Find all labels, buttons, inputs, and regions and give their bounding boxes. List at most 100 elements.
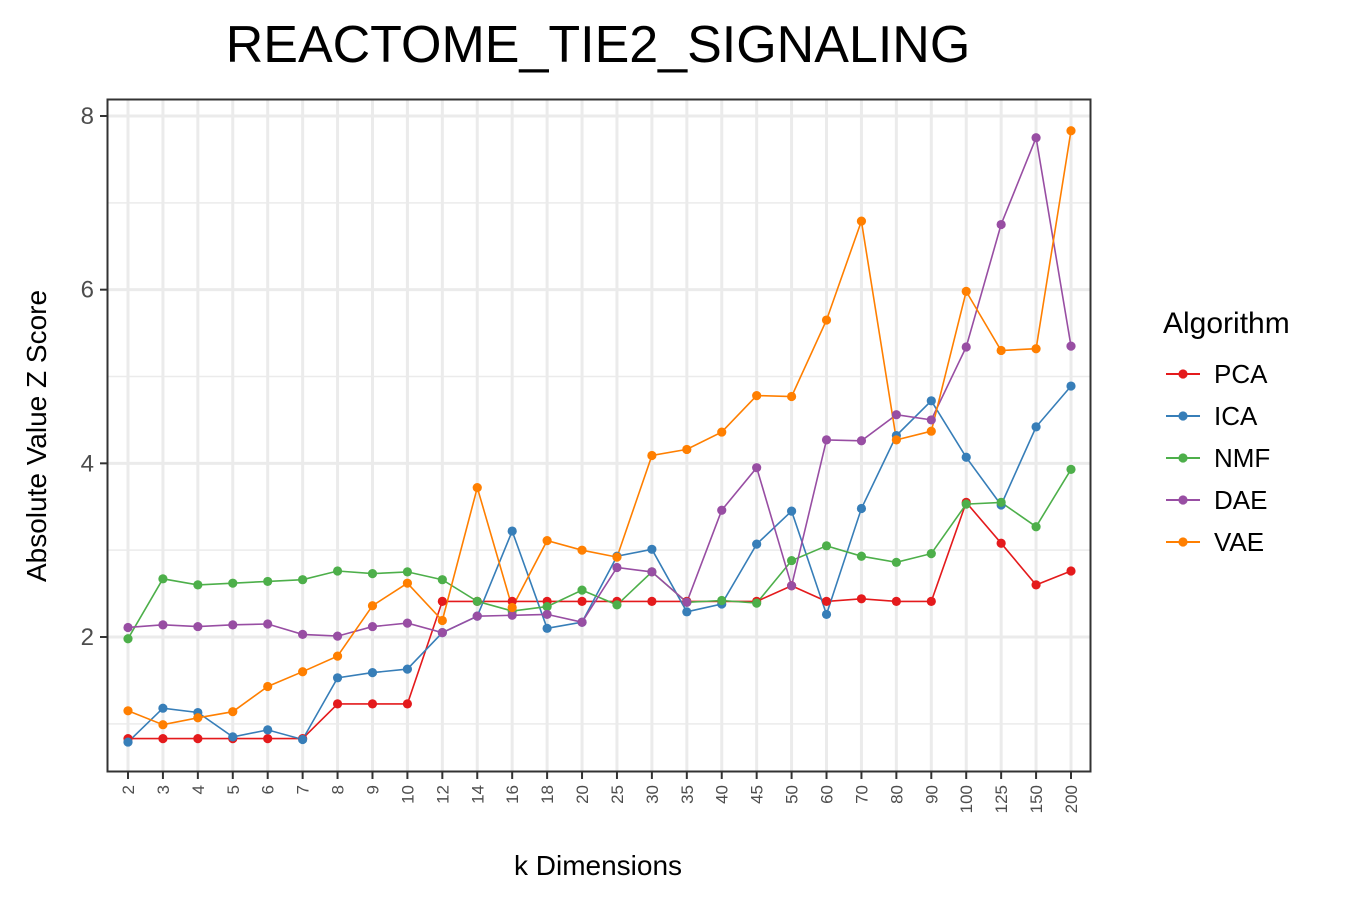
data-point-ica xyxy=(507,526,517,536)
x-tick-label: 6 xyxy=(259,785,278,794)
data-point-vae xyxy=(647,450,657,461)
x-tick-label: 45 xyxy=(748,785,767,804)
x-tick-label: 200 xyxy=(1062,785,1081,813)
data-point-nmf xyxy=(472,596,482,606)
legend-item-nmf: NMF xyxy=(1166,443,1270,473)
legend-title: Algorithm xyxy=(1163,307,1290,340)
legend-item-pca: PCA xyxy=(1166,359,1268,389)
data-point-nmf xyxy=(193,580,203,590)
data-point-nmf xyxy=(1066,464,1076,475)
data-point-dae xyxy=(786,581,797,591)
data-point-ica xyxy=(123,737,133,747)
data-point-nmf xyxy=(1031,522,1041,532)
data-point-nmf xyxy=(158,574,168,584)
data-point-nmf xyxy=(332,566,343,576)
data-point-dae xyxy=(682,597,692,607)
data-point-vae xyxy=(682,444,692,455)
series-line-ica xyxy=(127,385,1072,743)
data-point-ica xyxy=(542,623,552,633)
data-point-vae xyxy=(332,651,343,661)
data-point-vae xyxy=(856,216,867,226)
x-axis-title: k Dimensions xyxy=(514,850,682,881)
data-point-nmf xyxy=(752,598,762,608)
legend-marker xyxy=(1178,411,1188,421)
legend: Algorithm PCA ICA NMF DAE VAE xyxy=(1163,307,1290,557)
plot-panel-border xyxy=(106,98,1092,773)
legend-label: ICA xyxy=(1214,401,1258,431)
data-point-vae xyxy=(752,391,762,401)
y-tick-label: 8 xyxy=(81,103,94,130)
y-axis: 2 4 6 8 xyxy=(81,103,108,651)
data-point-nmf xyxy=(577,585,587,595)
data-point-nmf xyxy=(263,576,273,587)
data-point-ica xyxy=(158,703,168,713)
data-point-pca xyxy=(891,596,901,606)
chart-title: REACTOME_TIE2_SIGNALING xyxy=(226,16,971,74)
x-tick-label: 4 xyxy=(189,785,208,794)
x-tick-label: 60 xyxy=(818,785,837,804)
data-point-dae xyxy=(1066,341,1076,351)
series-line-pca xyxy=(128,500,1072,740)
data-point-ica xyxy=(786,506,797,516)
legend-label: DAE xyxy=(1214,485,1267,515)
data-point-pca xyxy=(821,596,832,606)
data-point-pca xyxy=(1066,566,1076,576)
data-point-pca xyxy=(332,699,343,709)
data-point-dae xyxy=(717,505,727,515)
data-point-ica xyxy=(856,503,867,514)
data-point-vae xyxy=(1066,126,1076,136)
data-point-nmf xyxy=(298,575,308,585)
x-tick-label: 10 xyxy=(398,785,417,804)
data-point-nmf xyxy=(786,555,797,566)
data-point-dae xyxy=(542,609,552,620)
data-point-vae xyxy=(158,720,168,730)
data-point-vae xyxy=(1031,344,1041,354)
data-point-vae xyxy=(402,578,413,588)
data-point-nmf xyxy=(717,595,727,606)
data-point-pca xyxy=(647,596,657,606)
data-point-vae xyxy=(507,602,517,613)
data-point-dae xyxy=(856,436,867,446)
data-point-dae xyxy=(926,415,936,425)
data-point-dae xyxy=(228,620,238,630)
data-point-nmf xyxy=(821,541,832,551)
data-point-vae xyxy=(996,345,1006,356)
x-tick-label: 150 xyxy=(1027,785,1046,813)
x-tick-label: 3 xyxy=(154,785,173,794)
data-point-dae xyxy=(577,617,587,627)
data-point-vae xyxy=(717,427,727,437)
data-point-nmf xyxy=(367,569,378,579)
data-point-pca xyxy=(367,699,378,709)
data-point-dae xyxy=(193,621,203,632)
x-tick-label: 100 xyxy=(957,785,976,813)
data-point-vae xyxy=(926,426,936,436)
y-tick-label: 2 xyxy=(81,624,94,651)
data-point-dae xyxy=(821,435,832,445)
data-point-pca xyxy=(856,594,867,604)
data-point-vae xyxy=(367,601,378,611)
data-point-ica xyxy=(821,609,832,620)
series-line-nmf xyxy=(127,468,1072,640)
x-tick-label: 50 xyxy=(783,785,802,804)
x-tick-label: 30 xyxy=(643,785,662,804)
y-axis-title: Absolute Value Z Score xyxy=(21,290,52,582)
series-lines xyxy=(127,130,1072,743)
x-tick-label: 90 xyxy=(922,785,941,804)
data-point-dae xyxy=(367,621,378,632)
data-point-nmf xyxy=(228,578,238,588)
data-point-ica xyxy=(1031,422,1041,432)
data-point-ica xyxy=(961,452,971,462)
data-point-dae xyxy=(752,463,762,473)
data-point-dae xyxy=(332,631,343,641)
data-point-nmf xyxy=(612,600,622,610)
data-point-dae xyxy=(891,410,901,420)
data-point-dae xyxy=(507,610,517,620)
x-tick-label: 5 xyxy=(224,785,243,794)
legend-label: VAE xyxy=(1214,527,1264,557)
series-line-vae xyxy=(127,130,1072,726)
data-point-vae xyxy=(228,707,238,717)
x-tick-label: 18 xyxy=(538,785,557,804)
data-point-ica xyxy=(332,673,343,683)
data-point-dae xyxy=(402,618,413,628)
data-point-pca xyxy=(1031,580,1041,590)
